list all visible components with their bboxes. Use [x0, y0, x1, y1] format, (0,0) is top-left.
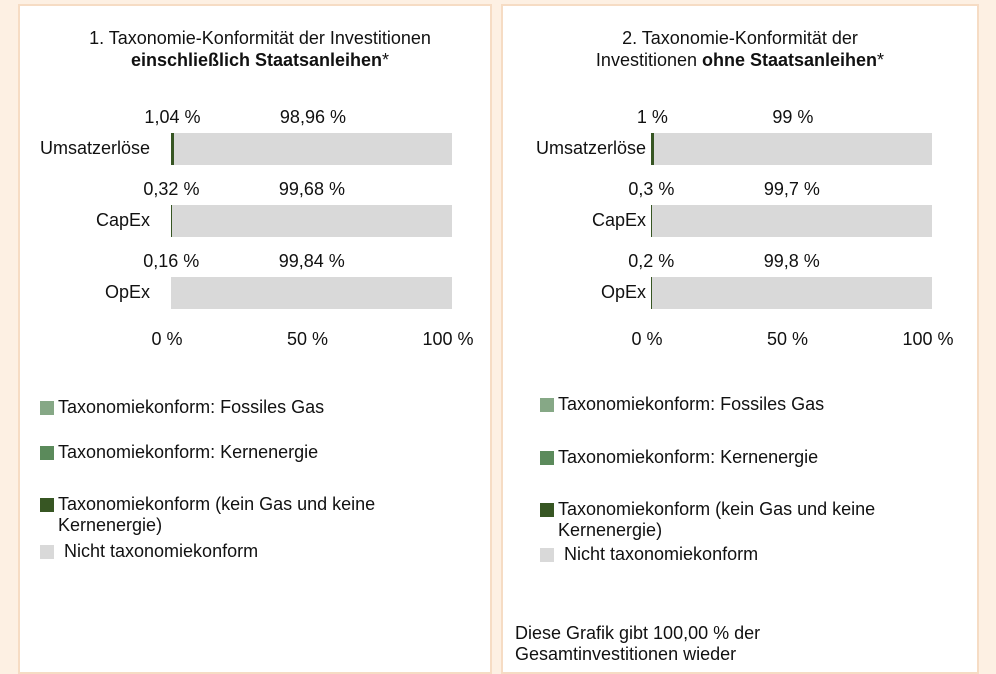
legend-swatch	[540, 548, 554, 562]
bar-segment	[652, 205, 932, 237]
legend-label: Taxonomiekonform: Fossiles Gas	[558, 394, 978, 415]
legend-swatch	[540, 503, 554, 517]
legend-swatch	[40, 401, 54, 415]
value-label: 99 %	[772, 107, 813, 128]
x-tick-label: 0 %	[631, 329, 662, 350]
title-part: 1. Taxonomie-Konformität der Investition…	[89, 28, 431, 48]
legend-swatch	[540, 451, 554, 465]
x-tick-label: 100 %	[902, 329, 953, 350]
legend-swatch	[40, 545, 54, 559]
legend-swatch	[540, 398, 554, 412]
legend-label: Taxonomiekonform: Kernenergie	[558, 447, 978, 468]
x-tick-label: 50 %	[767, 329, 808, 350]
chart-title: einschließlich Staatsanleihen*	[131, 50, 389, 71]
value-label: 0,3 %	[628, 179, 674, 200]
value-label: 99,84 %	[279, 251, 345, 272]
value-label: 0,32 %	[143, 179, 199, 200]
legend-label: Taxonomiekonform (kein Gas und keine Ker…	[558, 499, 978, 541]
panel	[18, 4, 492, 674]
value-label: 1,04 %	[144, 107, 200, 128]
bar-segment	[174, 133, 452, 165]
title-part: ohne Staatsanleihen	[702, 50, 877, 70]
title-part: Investitionen	[596, 50, 702, 70]
value-label: 98,96 %	[280, 107, 346, 128]
category-label: CapEx	[592, 210, 646, 231]
title-part: *	[877, 50, 884, 70]
category-label: CapEx	[96, 210, 150, 231]
category-label: Umsatzerlöse	[40, 138, 150, 159]
value-label: 1 %	[637, 107, 668, 128]
value-label: 0,16 %	[143, 251, 199, 272]
category-label: Umsatzerlöse	[536, 138, 646, 159]
legend-label: Nicht taxonomiekonform	[564, 544, 984, 565]
bar-segment	[171, 277, 452, 309]
x-tick-label: 0 %	[151, 329, 182, 350]
legend-swatch	[40, 446, 54, 460]
legend-label: Taxonomiekonform (kein Gas und keine Ker…	[58, 494, 478, 536]
category-label: OpEx	[601, 282, 646, 303]
title-part: einschließlich Staatsanleihen	[131, 50, 382, 70]
title-part: 2. Taxonomie-Konformität der	[622, 28, 858, 48]
value-label: 99,68 %	[279, 179, 345, 200]
chart-title: 1. Taxonomie-Konformität der Investition…	[89, 28, 431, 49]
legend-swatch	[40, 498, 54, 512]
x-tick-label: 100 %	[422, 329, 473, 350]
value-label: 99,7 %	[764, 179, 820, 200]
chart-title: Investitionen ohne Staatsanleihen*	[596, 50, 884, 71]
bar-segment	[172, 205, 452, 237]
legend-label: Taxonomiekonform: Kernenergie	[58, 442, 478, 463]
value-label: 99,8 %	[764, 251, 820, 272]
title-part: *	[382, 50, 389, 70]
legend-label: Taxonomiekonform: Fossiles Gas	[58, 397, 478, 418]
category-label: OpEx	[105, 282, 150, 303]
chart-title: 2. Taxonomie-Konformität der	[622, 28, 858, 49]
bar-segment	[652, 277, 932, 309]
bar-segment	[654, 133, 932, 165]
legend-label: Nicht taxonomiekonform	[64, 541, 484, 562]
page: 1. Taxonomie-Konformität der Investition…	[0, 0, 996, 659]
value-label: 0,2 %	[628, 251, 674, 272]
x-tick-label: 50 %	[287, 329, 328, 350]
